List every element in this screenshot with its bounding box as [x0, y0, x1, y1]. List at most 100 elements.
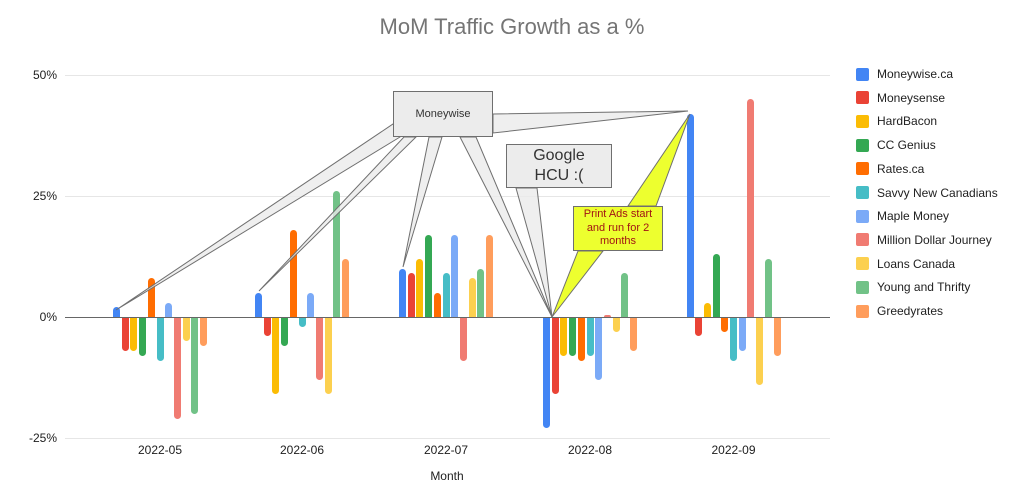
legend-label: Greedyrates: [877, 304, 944, 318]
bar-maple-money-2022-09[interactable]: [738, 317, 746, 351]
bar-greedyrates-2022-05[interactable]: [200, 317, 207, 346]
bar-million-dollar-journey-2022-05[interactable]: [173, 317, 181, 419]
legend-item-hardbacon[interactable]: HardBacon: [856, 113, 937, 129]
legend-swatch-icon: [856, 304, 869, 318]
legend-swatch-icon: [856, 233, 869, 247]
bar-maple-money-2022-06[interactable]: [307, 292, 315, 317]
x-tick-label-2022-07: 2022-07: [423, 443, 469, 457]
legend-swatch-icon: [856, 138, 869, 152]
bar-rates-ca-2022-05[interactable]: [147, 278, 155, 317]
bar-moneysense-2022-09[interactable]: [695, 317, 703, 337]
gridline--25%: [65, 438, 830, 439]
y-tick-label: 25%: [32, 189, 57, 203]
y-tick-label: 0%: [39, 310, 57, 324]
callout-google-hcu[interactable]: Google HCU :(: [506, 144, 612, 188]
bar-maple-money-2022-08[interactable]: [595, 317, 603, 380]
legend-swatch-icon: [856, 257, 869, 271]
print-ads-tail-down: [551, 250, 605, 318]
bar-cc-genius-2022-06[interactable]: [281, 317, 289, 346]
bar-moneysense-2022-06[interactable]: [263, 317, 271, 337]
legend-item-million-dollar-journey[interactable]: Million Dollar Journey: [856, 232, 992, 248]
bar-rates-ca-2022-08[interactable]: [577, 317, 585, 361]
legend-swatch-icon: [856, 162, 869, 176]
legend-label: Moneywise.ca: [877, 67, 954, 81]
bar-maple-money-2022-05[interactable]: [165, 302, 173, 317]
bar-savvy-new-canadians-2022-09[interactable]: [730, 317, 737, 361]
x-tick-label-2022-08: 2022-08: [567, 443, 613, 457]
legend-swatch-icon: [856, 67, 869, 81]
legend-swatch-icon: [856, 114, 869, 128]
bar-hardbacon-2022-09[interactable]: [703, 302, 711, 317]
bar-greedyrates-2022-08[interactable]: [630, 317, 637, 351]
legend-item-moneywise-ca[interactable]: Moneywise.ca: [856, 66, 953, 82]
callout-moneywise[interactable]: Moneywise: [393, 91, 493, 137]
bar-hardbacon-2022-06[interactable]: [272, 317, 280, 395]
bar-million-dollar-journey-2022-06[interactable]: [315, 317, 323, 380]
legend-item-savvy-new-canadians[interactable]: Savvy New Canadians: [856, 185, 998, 201]
legend-item-moneysense[interactable]: Moneysense: [856, 90, 945, 106]
bar-million-dollar-journey-2022-07[interactable]: [459, 317, 467, 361]
bar-greedyrates-2022-06[interactable]: [342, 258, 349, 317]
legend-item-greedyrates[interactable]: Greedyrates: [856, 303, 943, 319]
bar-million-dollar-journey-2022-08[interactable]: [603, 314, 611, 317]
legend-item-loans-canada[interactable]: Loans Canada: [856, 256, 955, 272]
bar-loans-canada-2022-06[interactable]: [324, 317, 332, 395]
bar-cc-genius-2022-07[interactable]: [425, 234, 433, 317]
gridline-25%: [65, 196, 830, 197]
bar-rates-ca-2022-06[interactable]: [289, 229, 297, 317]
legend-item-rates-ca[interactable]: Rates.ca: [856, 161, 924, 177]
bar-moneywise-ca-2022-09[interactable]: [686, 113, 694, 317]
legend-label: Young and Thrifty: [877, 280, 971, 295]
legend-swatch-icon: [856, 280, 869, 294]
bar-hardbacon-2022-07[interactable]: [416, 258, 424, 317]
x-axis-title: Month: [430, 469, 464, 483]
bar-hardbacon-2022-05[interactable]: [130, 317, 138, 351]
bar-moneysense-2022-07[interactable]: [407, 273, 415, 317]
bar-million-dollar-journey-2022-09[interactable]: [747, 99, 755, 317]
bar-greedyrates-2022-09[interactable]: [773, 317, 781, 356]
legend-swatch-icon: [856, 91, 869, 105]
moneywise-tail-2022-05: [115, 123, 401, 311]
bar-cc-genius-2022-09[interactable]: [712, 254, 720, 317]
x-axis-baseline: [65, 317, 830, 318]
bar-young-and-thrifty-2022-08[interactable]: [621, 273, 629, 317]
legend-label: Rates.ca: [877, 161, 925, 176]
bar-young-and-thrifty-2022-05[interactable]: [191, 317, 199, 414]
bar-loans-canada-2022-05[interactable]: [182, 317, 190, 342]
bar-loans-canada-2022-08[interactable]: [612, 317, 620, 332]
bar-cc-genius-2022-05[interactable]: [139, 317, 147, 356]
legend-label: HardBacon: [877, 114, 938, 129]
bar-hardbacon-2022-08[interactable]: [560, 317, 568, 356]
bar-maple-money-2022-07[interactable]: [451, 234, 459, 317]
bar-greedyrates-2022-07[interactable]: [486, 234, 493, 317]
bar-moneysense-2022-08[interactable]: [551, 317, 559, 395]
bar-moneywise-ca-2022-07[interactable]: [399, 268, 406, 317]
x-tick-label-2022-09: 2022-09: [711, 443, 756, 457]
bar-moneywise-ca-2022-06[interactable]: [255, 292, 262, 317]
bar-rates-ca-2022-07[interactable]: [433, 292, 441, 317]
legend-item-cc-genius[interactable]: CC Genius: [856, 137, 936, 153]
callout-print-ads[interactable]: Print Ads start and run for 2 months: [573, 206, 663, 251]
bar-loans-canada-2022-09[interactable]: [756, 317, 764, 385]
legend-item-maple-money[interactable]: Maple Money: [856, 208, 949, 224]
bar-savvy-new-canadians-2022-06[interactable]: [298, 317, 306, 327]
bar-loans-canada-2022-07[interactable]: [468, 278, 476, 317]
bar-moneysense-2022-05[interactable]: [121, 317, 129, 351]
bar-savvy-new-canadians-2022-05[interactable]: [156, 317, 164, 361]
legend-label: CC Genius: [877, 138, 936, 153]
bar-moneywise-ca-2022-08[interactable]: [543, 317, 550, 429]
bar-savvy-new-canadians-2022-08[interactable]: [586, 317, 594, 356]
bar-rates-ca-2022-09[interactable]: [721, 317, 729, 332]
legend-swatch-icon: [856, 186, 869, 199]
legend-item-young-and-thrifty[interactable]: Young and Thrifty: [856, 279, 970, 295]
y-tick-label: -25%: [28, 431, 57, 445]
bar-savvy-new-canadians-2022-07[interactable]: [442, 273, 450, 317]
print-ads-tail-up: [627, 113, 691, 207]
bar-young-and-thrifty-2022-06[interactable]: [333, 191, 341, 317]
x-tick-label-2022-06: 2022-06: [279, 443, 325, 457]
bar-young-and-thrifty-2022-09[interactable]: [764, 258, 772, 317]
bar-young-and-thrifty-2022-07[interactable]: [477, 268, 485, 317]
bar-cc-genius-2022-08[interactable]: [569, 317, 577, 356]
bar-moneywise-ca-2022-05[interactable]: [113, 307, 120, 317]
